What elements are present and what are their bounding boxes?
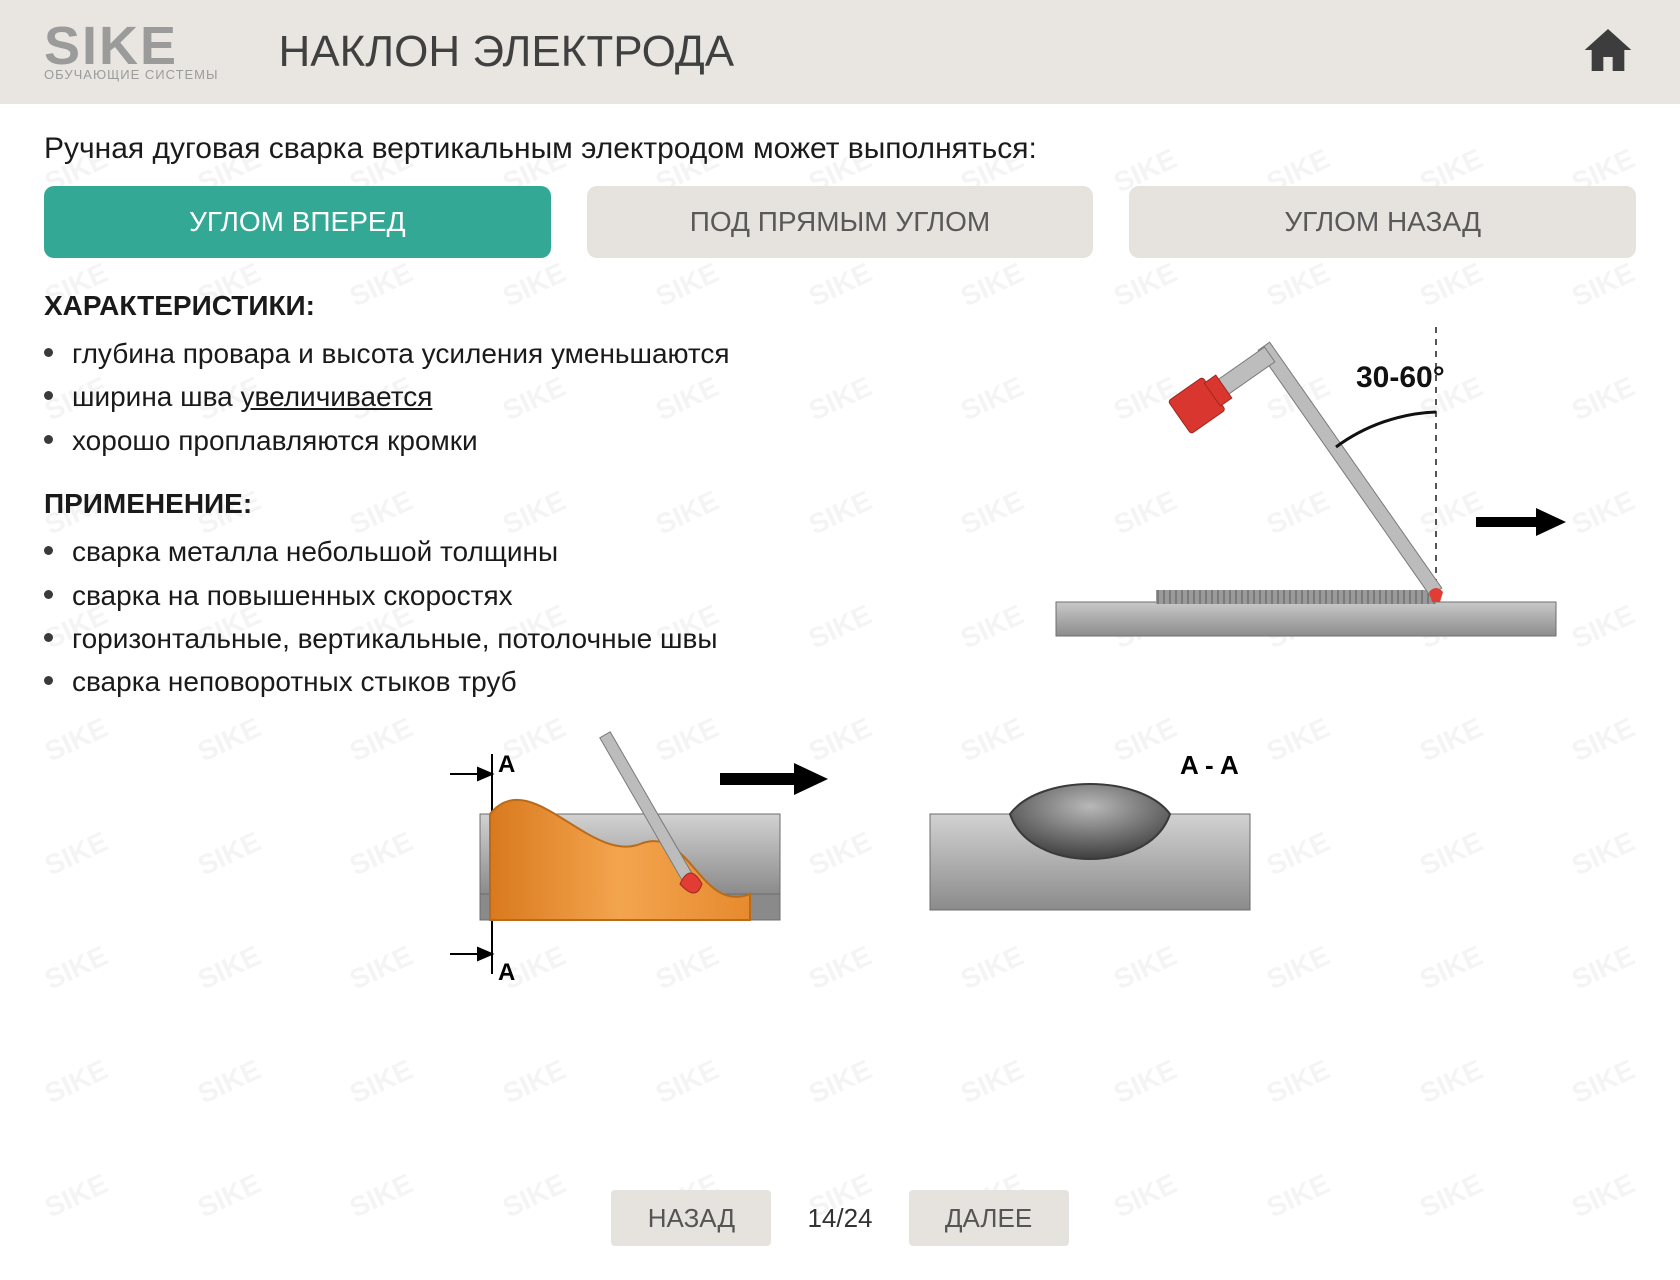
tab-right-angle[interactable]: ПОД ПРЯМЫМ УГЛОМ: [587, 186, 1094, 258]
application-item: сварка неповоротных стыков труб: [72, 660, 936, 703]
characteristic-item: ширина шва увеличивается: [72, 375, 936, 418]
logo-sub: ОБУЧАЮЩИЕ СИСТЕМЫ: [44, 67, 219, 82]
application-item: сварка на повышенных скоростях: [72, 574, 936, 617]
section-A-bottom: A: [498, 959, 515, 986]
characteristics-title: ХАРАКТЕРИСТИКИ:: [44, 290, 936, 322]
bottom-diagrams: A A: [0, 724, 1680, 1004]
back-button[interactable]: НАЗАД: [611, 1190, 771, 1246]
application-item: горизонтальные, вертикальные, потолочные…: [72, 617, 936, 660]
angle-label: 30-60°: [1356, 361, 1445, 394]
char-item-2a: ширина шва: [72, 381, 241, 412]
logo-main: SIKE: [44, 22, 219, 71]
tab-forward[interactable]: УГЛОМ ВПЕРЕД: [44, 186, 551, 258]
angle-diagram: 30-60°: [976, 282, 1636, 704]
tabs: УГЛОМ ВПЕРЕД ПОД ПРЯМЫМ УГЛОМ УГЛОМ НАЗА…: [0, 186, 1680, 282]
home-icon[interactable]: [1580, 22, 1636, 83]
characteristic-item: хорошо проплавляются кромки: [72, 419, 936, 462]
intro-text: Ручная дуговая сварка вертикальным элект…: [0, 104, 1680, 186]
weld-process-diagram: A A: [390, 724, 850, 1004]
cross-section-label: A - A: [1180, 750, 1239, 780]
footer: НАЗАД 14/24 ДАЛЕЕ: [0, 1183, 1680, 1253]
cross-section-diagram: A - A: [890, 724, 1290, 964]
char-item-2b: увеличивается: [241, 381, 433, 412]
section-A-top: A: [498, 751, 515, 778]
text-column: ХАРАКТЕРИСТИКИ: глубина провара и высота…: [44, 282, 936, 704]
page-indicator: 14/24: [807, 1203, 872, 1234]
logo: SIKE ОБУЧАЮЩИЕ СИСТЕМЫ: [44, 22, 219, 82]
header: SIKE ОБУЧАЮЩИЕ СИСТЕМЫ НАКЛОН ЭЛЕКТРОДА: [0, 0, 1680, 104]
characteristic-item: глубина провара и высота усиления уменьш…: [72, 332, 936, 375]
tab-backward[interactable]: УГЛОМ НАЗАД: [1129, 186, 1636, 258]
page-title: НАКЛОН ЭЛЕКТРОДА: [279, 27, 735, 77]
application-title: ПРИМЕНЕНИЕ:: [44, 488, 936, 520]
application-item: сварка металла небольшой толщины: [72, 530, 936, 573]
next-button[interactable]: ДАЛЕЕ: [909, 1190, 1069, 1246]
